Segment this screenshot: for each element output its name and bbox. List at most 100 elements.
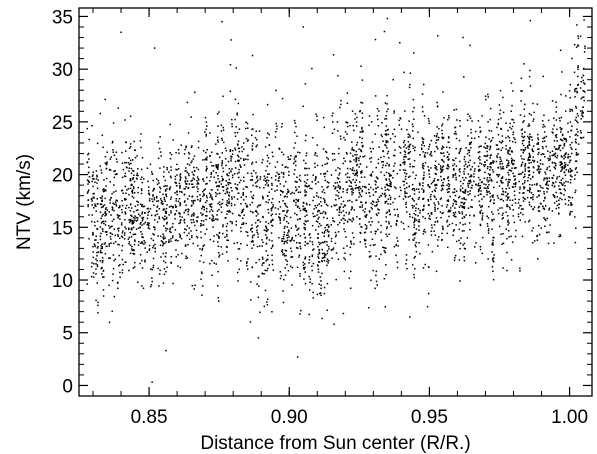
- data-point: [143, 243, 145, 245]
- data-point: [156, 206, 159, 208]
- data-point: [427, 183, 429, 186]
- data-point: [522, 196, 525, 199]
- data-point: [185, 177, 187, 180]
- data-point: [500, 128, 503, 131]
- data-point: [489, 154, 492, 157]
- data-point: [304, 167, 306, 170]
- data-point: [545, 145, 547, 148]
- data-point: [368, 221, 370, 223]
- data-point: [446, 204, 449, 206]
- data-point: [382, 246, 384, 248]
- data-point: [406, 129, 408, 131]
- data-point: [276, 161, 279, 163]
- data-point: [561, 198, 563, 201]
- data-point: [283, 227, 286, 230]
- data-point: [317, 265, 319, 267]
- data-point: [463, 216, 466, 219]
- data-point: [449, 209, 452, 212]
- data-point: [404, 192, 406, 195]
- data-point: [349, 246, 352, 249]
- data-point: [529, 188, 531, 190]
- data-point: [170, 169, 172, 172]
- data-point: [385, 144, 387, 147]
- data-point: [568, 90, 571, 92]
- data-point: [453, 132, 456, 135]
- data-point: [523, 115, 526, 118]
- data-point: [360, 226, 363, 228]
- data-point: [394, 154, 396, 157]
- data-point: [144, 259, 146, 262]
- data-point: [330, 249, 333, 251]
- data-point: [508, 229, 510, 232]
- data-point: [542, 205, 544, 208]
- data-point: [473, 246, 476, 248]
- data-point: [159, 151, 162, 153]
- data-point: [351, 141, 353, 143]
- data-point: [220, 203, 223, 205]
- data-point: [532, 102, 534, 105]
- data-point: [308, 262, 310, 264]
- data-point: [576, 171, 578, 174]
- data-point: [571, 57, 573, 60]
- data-point: [250, 227, 252, 230]
- data-point: [254, 136, 257, 139]
- data-point: [570, 204, 572, 206]
- data-point: [92, 171, 94, 174]
- data-point: [345, 151, 348, 154]
- data-point: [212, 219, 214, 222]
- data-point: [222, 224, 224, 226]
- data-point: [202, 178, 204, 180]
- data-point: [338, 197, 340, 200]
- data-point: [92, 256, 95, 259]
- data-point: [478, 146, 480, 148]
- data-point: [240, 157, 242, 160]
- data-point: [518, 192, 521, 194]
- data-point: [114, 201, 117, 203]
- data-point: [204, 188, 206, 190]
- data-point: [435, 139, 438, 141]
- data-point: [560, 155, 563, 157]
- data-point: [123, 175, 126, 177]
- data-point: [356, 187, 359, 189]
- data-point: [531, 230, 533, 232]
- data-point: [262, 215, 264, 218]
- data-point: [153, 204, 155, 207]
- data-point: [447, 199, 449, 201]
- data-point: [246, 261, 248, 263]
- data-point: [567, 153, 570, 156]
- data-point: [291, 284, 293, 286]
- data-point: [377, 162, 380, 165]
- data-point: [452, 168, 455, 170]
- data-point: [170, 166, 172, 168]
- data-point: [333, 128, 336, 131]
- data-point: [333, 153, 336, 155]
- data-point: [230, 202, 233, 205]
- data-point: [191, 160, 193, 162]
- data-point: [267, 179, 270, 182]
- data-point: [528, 166, 530, 169]
- data-point: [434, 206, 436, 209]
- data-point: [353, 149, 355, 152]
- data-point: [272, 244, 274, 247]
- data-point: [532, 171, 535, 174]
- data-point: [105, 213, 108, 215]
- data-point: [205, 165, 208, 168]
- data-point: [95, 299, 97, 302]
- x-axis-title: Distance from Sun center (R/R.): [200, 433, 470, 454]
- data-point: [114, 234, 117, 237]
- data-point: [120, 224, 123, 226]
- data-point: [461, 187, 464, 189]
- data-point: [403, 184, 405, 186]
- data-point: [286, 210, 288, 212]
- data-point: [376, 114, 379, 117]
- data-point: [282, 210, 284, 212]
- data-point: [238, 181, 241, 184]
- data-point: [287, 222, 290, 225]
- data-point: [364, 231, 367, 234]
- data-point: [470, 181, 472, 183]
- data-point: [304, 215, 306, 218]
- data-point: [490, 163, 492, 165]
- data-point: [337, 130, 339, 132]
- data-point: [333, 220, 336, 223]
- data-point: [392, 133, 394, 135]
